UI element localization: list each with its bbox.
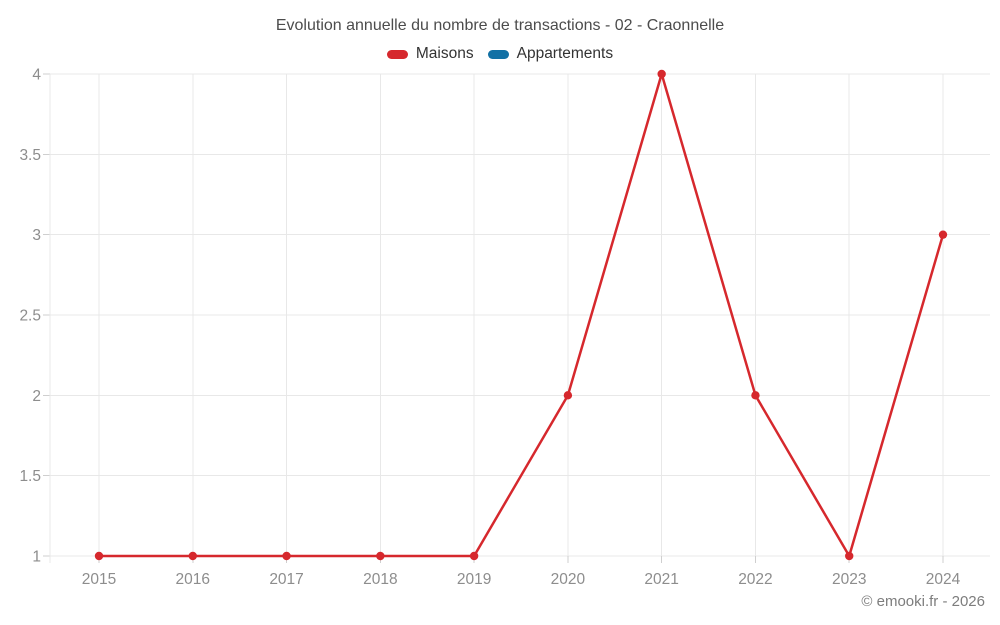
data-point-2022[interactable] xyxy=(751,391,760,400)
x-axis-label: 2022 xyxy=(738,571,772,588)
appartements-swatch-icon xyxy=(487,49,509,59)
copyright-text: © emooki.fr - 2026 xyxy=(861,593,985,610)
x-axis-label: 2024 xyxy=(926,571,961,588)
series-maisons xyxy=(94,69,948,561)
data-point-2021[interactable] xyxy=(657,69,666,79)
x-axis-label: 2021 xyxy=(644,571,678,588)
x-axis-label: 2016 xyxy=(176,571,210,588)
chart-title: Evolution annuelle du nombre de transact… xyxy=(275,17,725,34)
legend-label-maisons: Maisons xyxy=(415,45,474,62)
data-point-2023[interactable] xyxy=(845,551,854,561)
x-axis-label: 2023 xyxy=(832,571,866,588)
y-axis-label: 1.5 xyxy=(19,468,41,485)
x-axis-label: 2015 xyxy=(82,571,116,588)
data-point-2016[interactable] xyxy=(188,551,197,561)
y-axis-label: 1 xyxy=(32,549,41,566)
x-axis-label: 2017 xyxy=(269,571,303,588)
y-axis-label: 2.5 xyxy=(19,308,41,325)
data-point-2017[interactable] xyxy=(282,551,291,561)
data-point-2019[interactable] xyxy=(469,551,479,561)
legend-item-maisons[interactable]: Maisons xyxy=(386,45,474,63)
y-axis-label: 2 xyxy=(32,388,41,405)
x-axis-label: 2019 xyxy=(457,571,491,588)
maisons-swatch-icon xyxy=(386,49,408,59)
gridlines xyxy=(43,73,990,563)
series-line xyxy=(97,72,945,558)
data-point-2018[interactable] xyxy=(376,551,385,561)
y-axis-label: 3.5 xyxy=(19,147,41,164)
x-axis-label: 2020 xyxy=(551,571,586,588)
y-axis-label: 4 xyxy=(32,67,41,84)
axis-labels: 1 1.5 2 2.5 3 3.5 4 2015 2016 2017 2018 2019 2020 202… xyxy=(19,67,960,589)
data-point-2015[interactable] xyxy=(94,551,104,561)
data-point-2024[interactable] xyxy=(938,230,948,239)
legend-item-appartements[interactable]: Appartements xyxy=(487,45,614,63)
y-axis-label: 3 xyxy=(32,227,41,244)
x-axis-label: 2018 xyxy=(363,571,397,588)
legend: Maisons Appartements xyxy=(0,45,1000,63)
legend-label-appartements: Appartements xyxy=(516,45,614,62)
data-point-2020[interactable] xyxy=(563,391,573,400)
